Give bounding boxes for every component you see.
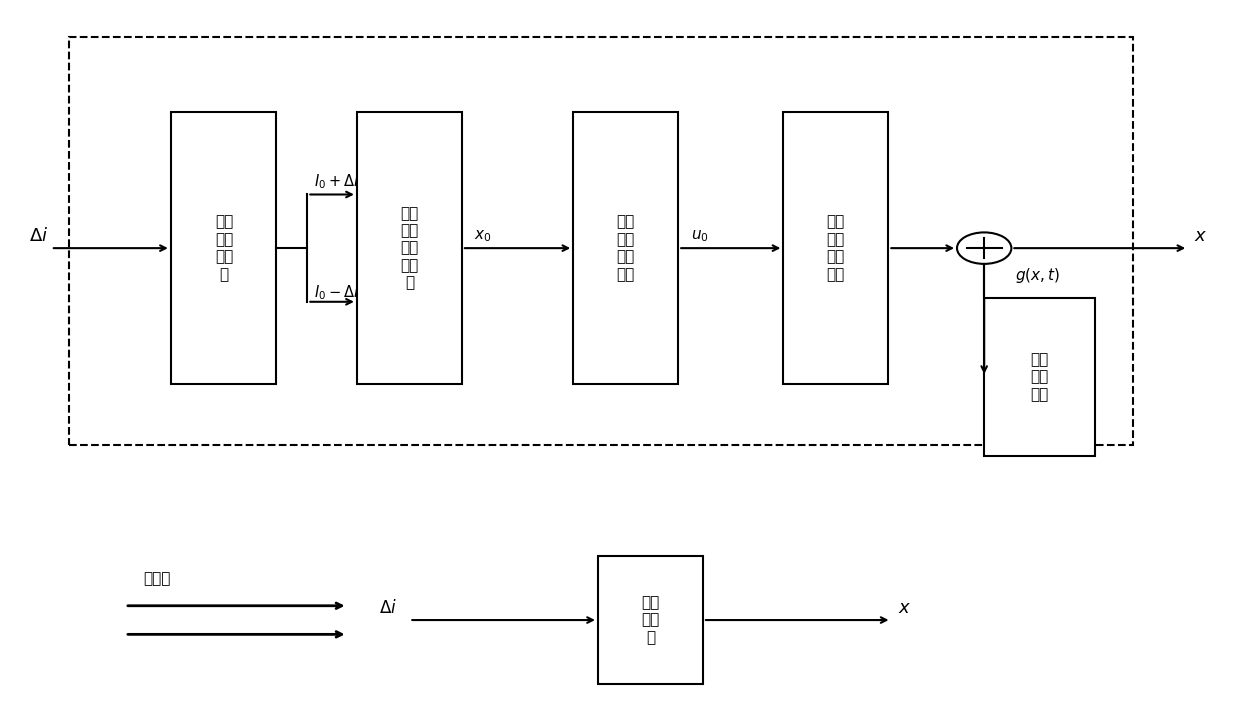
- Text: $u_0$: $u_0$: [690, 228, 709, 244]
- Text: 飞轮
电池
径向
磁轴
承: 飞轮 电池 径向 磁轴 承: [400, 206, 419, 291]
- Text: $x$: $x$: [897, 599, 911, 617]
- Text: 电涡
流位
移传
感器: 电涡 流位 移传 感器: [617, 215, 634, 281]
- Text: $g(x,t)$: $g(x,t)$: [1015, 266, 1061, 285]
- Text: $\Delta i$: $\Delta i$: [379, 599, 396, 617]
- Text: 磁轴
承系
统: 磁轴 承系 统: [642, 595, 659, 645]
- Text: $x_0$: $x_0$: [475, 228, 492, 244]
- Text: 扰动
检测
模块: 扰动 检测 模块: [1031, 352, 1049, 402]
- FancyBboxPatch shape: [574, 112, 678, 384]
- FancyBboxPatch shape: [171, 112, 276, 384]
- Text: 位移
接口
电路
模块: 位移 接口 电路 模块: [826, 215, 845, 281]
- Text: 等效为: 等效为: [144, 571, 171, 586]
- Text: $I_0-\Delta i$: $I_0-\Delta i$: [313, 283, 359, 302]
- FancyBboxPatch shape: [598, 556, 703, 684]
- FancyBboxPatch shape: [357, 112, 462, 384]
- Text: 开关
功率
放大
器: 开关 功率 放大 器: [214, 215, 233, 281]
- FancyBboxPatch shape: [783, 112, 888, 384]
- Text: $I_0+\Delta i$: $I_0+\Delta i$: [313, 172, 359, 191]
- Text: $x$: $x$: [1194, 227, 1208, 245]
- FancyBboxPatch shape: [984, 298, 1095, 455]
- Circle shape: [957, 233, 1011, 264]
- Text: $\Delta i$: $\Delta i$: [30, 227, 48, 245]
